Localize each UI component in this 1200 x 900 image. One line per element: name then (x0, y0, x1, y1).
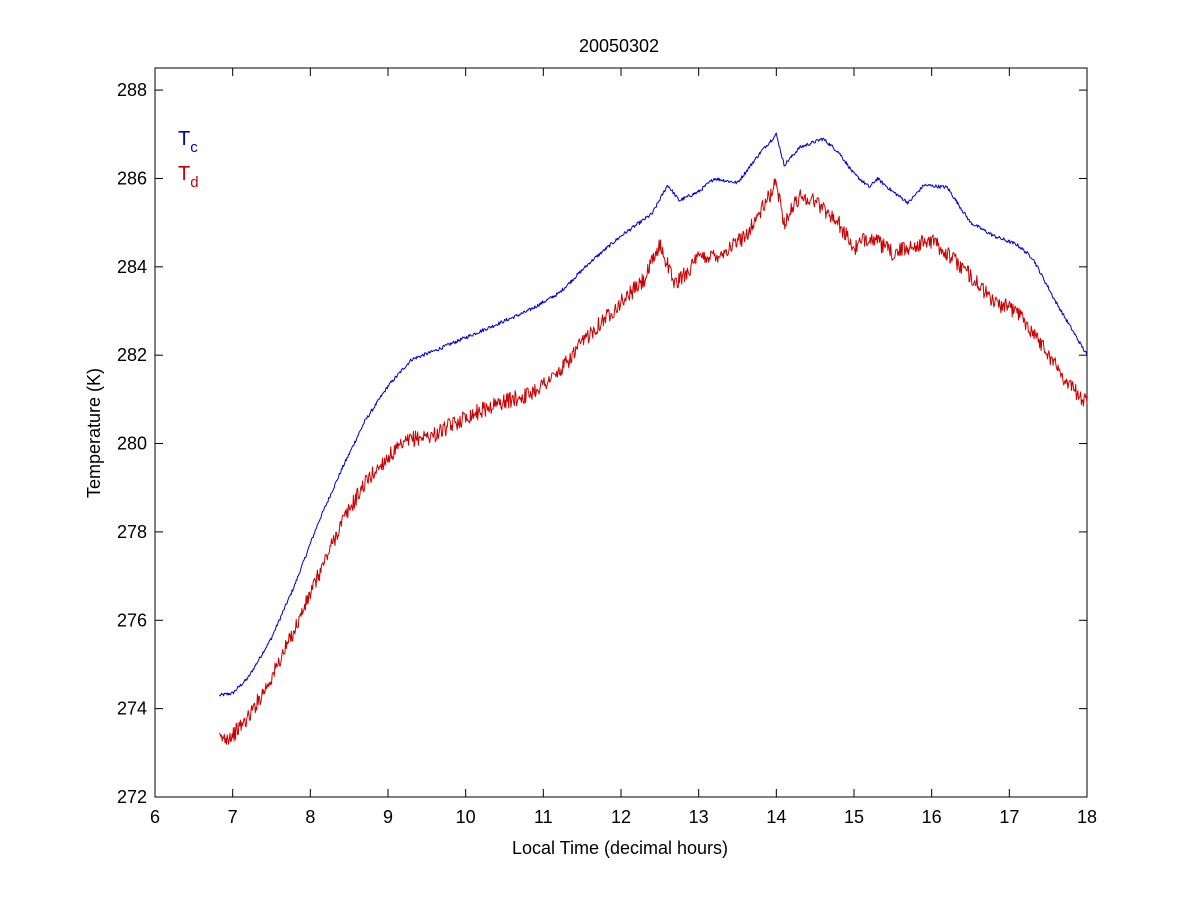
y-axis-label: Temperature (K) (84, 368, 104, 498)
chart-title: 20050302 (579, 36, 659, 56)
x-tick-label: 6 (150, 807, 160, 827)
legend-td-symbol: T (178, 163, 190, 185)
y-tick-label: 272 (117, 787, 147, 807)
x-tick-label: 8 (305, 807, 315, 827)
x-tick-label: 11 (534, 807, 553, 827)
y-tick-label: 276 (117, 610, 147, 630)
legend-tc-subscript: c (190, 139, 198, 156)
y-tick-label: 278 (117, 522, 147, 542)
legend: Tc Td (178, 128, 199, 191)
x-tick-label: 17 (999, 807, 1019, 827)
plot-area (154, 67, 1088, 798)
series-line-td (219, 178, 1088, 745)
legend-entry-tc: Tc (178, 128, 198, 156)
x-tick-label: 13 (689, 807, 709, 827)
y-tick-label: 286 (117, 168, 147, 188)
x-tick-label: 16 (922, 807, 942, 827)
x-tick-label: 12 (611, 807, 631, 827)
axis-ticks: 6 7 8 9 10 11 12 13 14 15 16 17 18 272 274 276 278 280 282… (117, 68, 1097, 827)
y-tick-label: 274 (117, 699, 147, 719)
y-tick-label: 280 (117, 434, 147, 454)
x-tick-label: 7 (228, 807, 238, 827)
series-line-tc (219, 132, 1088, 697)
legend-entry-td: Td (178, 163, 199, 191)
legend-tc-symbol: T (178, 128, 190, 150)
x-tick-label: 14 (766, 807, 786, 827)
y-tick-label: 284 (117, 257, 147, 277)
y-tick-label: 282 (117, 345, 147, 365)
x-tick-label: 15 (844, 807, 864, 827)
series-layer (219, 132, 1088, 745)
x-tick-label: 18 (1077, 807, 1097, 827)
x-tick-label: 10 (456, 807, 476, 827)
x-tick-label: 9 (383, 807, 393, 827)
legend-td-subscript: d (190, 174, 198, 191)
y-tick-label: 288 (117, 80, 147, 100)
x-axis-label: Local Time (decimal hours) (512, 838, 728, 858)
